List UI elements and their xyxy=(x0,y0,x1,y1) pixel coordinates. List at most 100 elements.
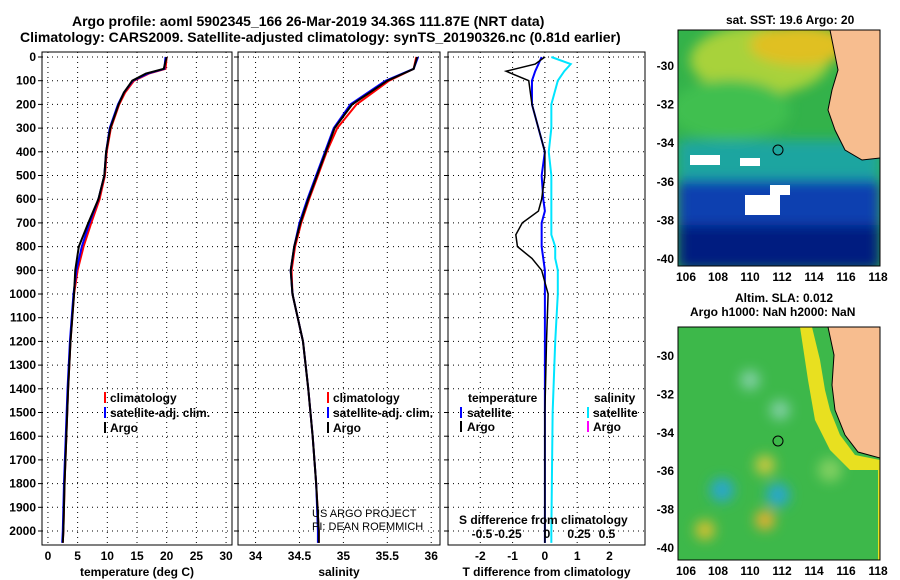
panel-frame-2 xyxy=(447,51,646,546)
legend-label: satellite xyxy=(593,406,638,420)
map-lon-label: 118 xyxy=(868,270,888,284)
y-tick-label: 200 xyxy=(16,97,36,111)
series-line-argo xyxy=(61,56,168,543)
legend-label: Argo xyxy=(593,420,621,434)
y-tick-label: 900 xyxy=(16,263,36,277)
y-tick-label: 1900 xyxy=(9,500,36,514)
y-tick-label: 500 xyxy=(16,169,36,183)
map-lon-label: 110 xyxy=(740,564,760,578)
legend-title-salinity: salinity xyxy=(594,391,636,405)
y-tick-label: 600 xyxy=(16,192,36,206)
x-tick-label: 2 xyxy=(606,549,613,563)
s-tick-label: 0 xyxy=(544,527,551,541)
map-lat-label: -38 xyxy=(657,503,675,517)
x-tick-label: 35.5 xyxy=(376,549,400,563)
y-tick-label: 300 xyxy=(16,121,36,135)
y-tick-label: 400 xyxy=(16,145,36,159)
series-line-climatology xyxy=(61,56,168,543)
series-line-satellite-adj-clim- xyxy=(289,56,419,543)
x-tick-label: 34.5 xyxy=(288,549,312,563)
map-lon-label: 112 xyxy=(772,270,792,284)
map-lat-label: -34 xyxy=(657,426,675,440)
series-line-t-satellite xyxy=(530,56,546,543)
y-tick-label: 1300 xyxy=(9,358,36,372)
legend-label: satellite xyxy=(467,406,512,420)
panel-frame-1 xyxy=(237,51,441,546)
y-tick-label: 1400 xyxy=(9,382,36,396)
map-lat-label: -32 xyxy=(657,387,675,401)
y-tick-label: 0 xyxy=(29,50,36,64)
y-tick-label: 1800 xyxy=(9,477,36,491)
series-line-satellite-adj-clim- xyxy=(61,56,167,543)
x-tick-label: -1 xyxy=(507,549,518,563)
map-lon-label: 114 xyxy=(804,270,824,284)
map-lon-label: 106 xyxy=(676,270,696,284)
x-tick-label: 36 xyxy=(425,549,439,563)
x-tick-label: 30 xyxy=(219,549,233,563)
legend-title-temperature: temperature xyxy=(468,391,538,405)
y-tick-label: 1600 xyxy=(9,429,36,443)
x-tick-label: -2 xyxy=(475,549,486,563)
legend-label: climatology xyxy=(333,391,400,405)
map1-title: sat. SST: 19.6 Argo: 20 xyxy=(726,13,855,27)
s-tick-label: 0.25 xyxy=(567,527,591,541)
x-tick-label: 25 xyxy=(190,549,204,563)
s-tick-label: -0.5 xyxy=(472,527,493,541)
map-lat-label: -36 xyxy=(657,464,675,478)
map-lon-label: 116 xyxy=(836,270,856,284)
map-lon-label: 112 xyxy=(772,564,792,578)
map-lon-label: 106 xyxy=(676,564,696,578)
x-axis-label: temperature (deg C) xyxy=(80,565,194,579)
map-lat-label: -38 xyxy=(657,213,675,227)
title-line-1: Argo profile: aoml 5902345_166 26-Mar-20… xyxy=(72,13,545,29)
map-lon-label: 108 xyxy=(708,270,728,284)
credit-project: US ARGO PROJECT xyxy=(312,508,417,520)
map-lon-label: 114 xyxy=(804,564,824,578)
x-tick-label: 35 xyxy=(337,549,351,563)
map-lat-label: -32 xyxy=(657,98,675,112)
map-lat-label: -30 xyxy=(657,349,675,363)
map-lon-label: 116 xyxy=(836,564,856,578)
map-lat-label: -36 xyxy=(657,175,675,189)
x-tick-label: 0 xyxy=(542,549,549,563)
x-axis-label: salinity xyxy=(318,565,360,579)
credit-pi: PI: DEAN ROEMMICH xyxy=(312,521,423,533)
legend-label: Argo xyxy=(333,421,361,435)
y-tick-label: 100 xyxy=(16,74,36,88)
y-tick-label: 1100 xyxy=(10,311,36,325)
x-tick-label: 5 xyxy=(74,549,81,563)
series-line-climatology xyxy=(290,56,418,543)
map-lon-label: 118 xyxy=(868,564,888,578)
map2-title-1: Altim. SLA: 0.012 xyxy=(735,291,834,305)
x-tick-label: 20 xyxy=(160,549,174,563)
y-tick-label: 1700 xyxy=(9,453,36,467)
map-lat-label: -34 xyxy=(657,136,675,150)
title-line-2: Climatology: CARS2009. Satellite-adjuste… xyxy=(20,29,621,45)
map-lon-label: 110 xyxy=(740,270,760,284)
series-line-t-argo xyxy=(503,56,549,543)
y-tick-label: 1500 xyxy=(9,406,36,420)
y-tick-label: 2000 xyxy=(9,524,36,538)
y-tick-label: 800 xyxy=(16,240,36,254)
y-tick-label: 700 xyxy=(16,216,36,230)
s-tick-label: -0.25 xyxy=(494,527,522,541)
s-axis-label: S difference from climatology xyxy=(459,513,628,527)
y-tick-label: 1000 xyxy=(9,287,36,301)
series-line-s-satellite xyxy=(547,56,573,543)
legend-label: climatology xyxy=(110,391,177,405)
x-tick-label: 15 xyxy=(130,549,144,563)
legend-label: Argo xyxy=(110,421,138,435)
map-lon-label: 108 xyxy=(708,564,728,578)
x-tick-label: 0 xyxy=(45,549,52,563)
map2-title-2: Argo h1000: NaN h2000: NaN xyxy=(690,305,856,319)
legend-label: satellite-adj. clim. xyxy=(110,406,210,420)
s-tick-label: 0.5 xyxy=(599,527,616,541)
x-axis-label: T difference from climatology xyxy=(462,565,630,579)
map-lat-label: -40 xyxy=(657,541,675,555)
x-tick-label: 10 xyxy=(101,549,115,563)
y-tick-label: 1200 xyxy=(9,334,36,348)
panel-frame-0 xyxy=(41,51,233,546)
series-line-argo xyxy=(289,56,419,543)
map-lat-label: -40 xyxy=(657,252,675,266)
